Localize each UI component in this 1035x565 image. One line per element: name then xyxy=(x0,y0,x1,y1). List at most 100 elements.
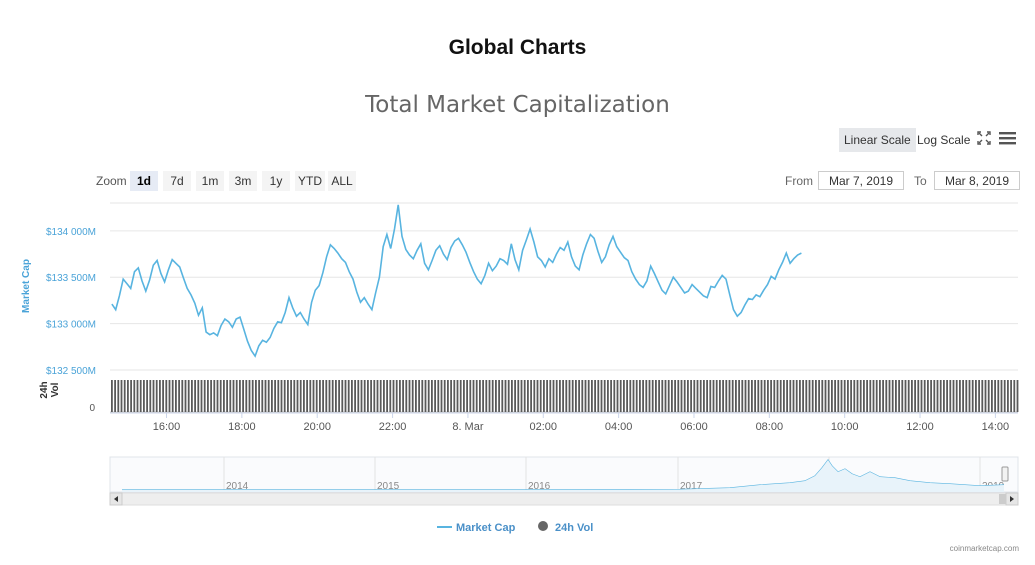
zoom-label: Zoom xyxy=(96,174,127,188)
volume-bar xyxy=(587,380,590,412)
volume-bar xyxy=(802,380,804,412)
volume-bar xyxy=(815,380,817,412)
volume-bar xyxy=(767,380,769,412)
market-cap-line xyxy=(111,204,802,358)
volume-bar xyxy=(306,380,308,412)
volume-bar xyxy=(424,380,427,412)
to-date-input[interactable]: Mar 8, 2019 xyxy=(934,171,1020,190)
volume-bar xyxy=(847,380,849,412)
volume-bar xyxy=(155,380,158,412)
volume-bar xyxy=(552,380,555,412)
scroll-left-button[interactable] xyxy=(109,492,123,506)
scroll-right-button[interactable] xyxy=(1005,492,1019,506)
volume-bar xyxy=(111,380,113,412)
volume-bar xyxy=(632,380,635,412)
volume-bar xyxy=(427,380,430,412)
volume-bar xyxy=(530,380,532,412)
volume-bar xyxy=(613,380,616,412)
volume-bar xyxy=(882,380,884,412)
volume-bar xyxy=(187,380,190,412)
zoom-1y-button[interactable]: 1y xyxy=(262,171,290,191)
volume-bar xyxy=(511,380,513,412)
legend-item-market-cap[interactable]: Market Cap xyxy=(437,522,516,534)
volume-bar xyxy=(859,380,862,412)
from-label: From xyxy=(785,174,813,188)
volume-bar xyxy=(696,380,699,412)
log-scale-button[interactable]: Log Scale xyxy=(917,133,971,147)
volume-bar xyxy=(725,380,728,412)
volume-bar xyxy=(667,380,670,412)
chart-title: Total Market Capitalization xyxy=(365,92,670,118)
volume-bar xyxy=(927,380,929,412)
volume-bar xyxy=(619,380,622,412)
volume-bar xyxy=(376,380,379,412)
volume-bar xyxy=(837,380,840,412)
volume-bar xyxy=(879,380,881,412)
volume-bar xyxy=(731,380,734,412)
volume-bar xyxy=(347,380,350,412)
volume-bar xyxy=(255,380,257,412)
volume-bar xyxy=(808,380,811,412)
volume-bar xyxy=(651,380,654,412)
volume-bar xyxy=(133,380,136,412)
volume-bar xyxy=(197,380,200,412)
volume-bar xyxy=(485,380,488,412)
volume-bar xyxy=(491,380,494,412)
volume-bar xyxy=(498,380,500,412)
volume-bar xyxy=(763,380,766,412)
navigator-year-label: 2016 xyxy=(528,481,551,492)
volume-bar xyxy=(514,380,516,412)
volume-bar xyxy=(287,380,289,412)
volume-bar xyxy=(466,380,468,412)
volume-bar xyxy=(219,380,222,412)
volume-bar xyxy=(907,380,910,412)
volume-bar xyxy=(389,380,392,412)
volume-bar xyxy=(539,380,542,412)
volume-bar xyxy=(824,380,827,412)
zoom-3m-button[interactable]: 3m xyxy=(229,171,257,191)
volume-bar xyxy=(303,380,305,412)
from-date-input[interactable]: Mar 7, 2019 xyxy=(818,171,904,190)
navigator-scrollbar[interactable] xyxy=(109,492,1019,506)
volume-bar xyxy=(626,380,628,412)
volume-bar xyxy=(642,380,644,412)
volume-bar xyxy=(898,380,900,412)
volume-bar xyxy=(664,380,667,412)
volume-bar xyxy=(373,380,376,412)
volume-bar xyxy=(562,380,564,412)
zoom-all-button[interactable]: ALL xyxy=(328,171,356,191)
fullscreen-icon[interactable] xyxy=(977,130,991,146)
volume-bar xyxy=(735,380,737,412)
volume-bar xyxy=(568,380,571,412)
credit-link[interactable]: coinmarketcap.com xyxy=(949,544,1019,553)
zoom-7d-button[interactable]: 7d xyxy=(163,171,191,191)
volume-bar xyxy=(975,380,977,412)
volume-bar xyxy=(335,380,337,412)
linear-scale-button[interactable]: Linear Scale xyxy=(839,128,916,152)
volume-bar xyxy=(114,380,116,412)
zoom-1d-button[interactable]: 1d xyxy=(130,171,158,191)
page-title: Global Charts xyxy=(448,36,587,59)
navigator[interactable]: 2014 2015 2016 2017 2018 2019 xyxy=(109,456,1019,506)
scrollbar-thumb[interactable] xyxy=(999,494,1006,504)
volume-bar xyxy=(946,380,948,412)
volume-bar xyxy=(741,380,744,412)
legend-item-24h-vol[interactable]: 24h Vol xyxy=(538,521,593,534)
volume-bar xyxy=(917,380,920,412)
navigator-handle[interactable] xyxy=(1001,466,1009,482)
volume-bar xyxy=(440,380,443,412)
volume-bar xyxy=(469,380,472,412)
volume-bar xyxy=(891,380,894,412)
volume-zero-label: 0 xyxy=(89,403,95,414)
zoom-1m-button[interactable]: 1m xyxy=(196,171,224,191)
menu-icon[interactable] xyxy=(999,130,1017,146)
volume-bar xyxy=(325,380,328,412)
volume-bar xyxy=(715,380,718,412)
volume-bar xyxy=(357,380,360,412)
volume-bar xyxy=(418,380,420,412)
zoom-ytd-button[interactable]: YTD xyxy=(295,171,325,191)
volume-bar xyxy=(251,380,254,412)
volume-bar xyxy=(507,380,510,412)
volume-bar xyxy=(655,380,657,412)
volume-bar xyxy=(152,380,155,412)
